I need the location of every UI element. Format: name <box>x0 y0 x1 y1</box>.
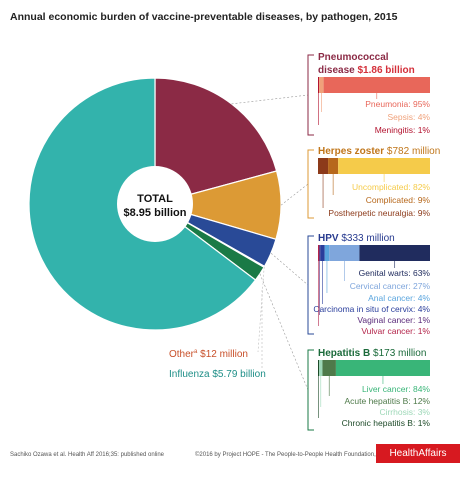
breakdown-item-label: Uncomplicated: 82% <box>352 182 430 192</box>
bar-segment-postherpetic-neuralgia-9 <box>318 158 329 174</box>
breakdown-item-label: Pneumonia: 95% <box>365 99 430 109</box>
bar-segment-chronic-hepatitis-b-1 <box>318 360 320 376</box>
bar-segment-pneumonia-95 <box>323 77 430 93</box>
pie-label-influenza-name: Influenza <box>169 369 212 380</box>
breakdown-pneumococcal-disease: Pneumococcal disease $1.86 billion Pneumon… <box>318 52 430 135</box>
breakdown-item-label: Acute hepatitis B: 12% <box>344 396 430 406</box>
bar-segment-genital-warts-63 <box>359 245 430 261</box>
breakdown-item-label: Carcinoma in situ of cervix: 4% <box>313 304 430 314</box>
pie-label-other: Othera $12 million <box>169 349 248 360</box>
bar-segment-carcinoma-in-situ-of-cervix-4 <box>320 245 325 261</box>
bar-segment-cirrhosis-3 <box>319 360 323 376</box>
bar-segment-vaginal-cancer-1 <box>319 245 321 261</box>
breakdown-item-label: Chronic hepatitis B: 1% <box>342 418 431 428</box>
pie-label-other-amount: $12 million <box>197 349 248 360</box>
pie-label-other-note: a <box>194 349 198 355</box>
breakdown-amount: $333 million <box>341 233 394 244</box>
bar-segment-acute-hepatitis-b-12 <box>322 360 336 376</box>
health-affairs-logo: HealthAffairs <box>376 444 460 463</box>
bar-segment-anal-cancer-4 <box>324 245 330 261</box>
breakdown-item-label: Vaginal cancer: 1% <box>357 315 430 325</box>
leader-line-hpv <box>270 252 309 286</box>
pie-label-influenza-amount: $5.79 billion <box>212 369 265 380</box>
breakdown-hepatitis-b: Hepatitis B $173 million Liver cancer: 84… <box>318 348 430 428</box>
breakdown-item-label: Cirrhosis: 3% <box>379 407 430 417</box>
bar-segment-cervical-cancer-27 <box>329 245 360 261</box>
bracket-pneumococcal-disease <box>307 54 314 136</box>
breakdown-amount: $1.86 billion <box>357 65 414 76</box>
breakdown-title-line2: disease $1.86 billion <box>318 65 415 76</box>
bracket-herpes-zoster <box>307 149 314 219</box>
copyright-text: ©2016 by Project HOPE - The People-to-Pe… <box>195 452 388 458</box>
pie-label-other-name: Other <box>169 349 195 360</box>
bracket-hepatitis-b <box>307 349 314 431</box>
breakdown-herpes-zoster: Herpes zoster $782 million Uncomplicated:… <box>318 146 440 218</box>
breakdown-item-label: Postherpetic neuralgia: 9% <box>328 208 430 218</box>
total-label: TOTAL <box>137 193 173 205</box>
breakdown-item-label: Anal cancer: 4% <box>368 293 430 303</box>
breakdown-hpv: HPV $333 million Genital warts: 63% Cervic… <box>313 233 430 336</box>
breakdown-item-label: Meningitis: 1% <box>375 125 431 135</box>
pie-labels: Othera $12 million Influenza $5.79 billio… <box>169 266 266 380</box>
leader-line-hepatitis-b <box>259 273 309 391</box>
breakdown-title-text: HPV <box>318 233 341 244</box>
breakdown-item-label: Vulvar cancer: 1% <box>361 326 430 336</box>
breakdown-item-label: Cervical cancer: 27% <box>350 281 431 291</box>
bar-segment-liver-cancer-84 <box>335 360 430 376</box>
bar-segment-vulvar-cancer-1 <box>318 245 320 261</box>
bar-segment-meningitis-1 <box>318 77 320 93</box>
breakdown-item-label: Complicated: 9% <box>366 195 431 205</box>
leader-lines <box>231 54 314 431</box>
leader-line-herpes-zoster <box>280 183 309 206</box>
chart-title: Annual economic burden of vaccine-preven… <box>10 11 398 23</box>
bar-segment-sepsis-4 <box>319 77 324 93</box>
breakdown-panels: Pneumococcal disease $1.86 billion Pneumon… <box>313 52 440 428</box>
citation-text: Sachiko Ozawa et al. Health Aff 2016;35:… <box>10 452 164 458</box>
leader-line-pneumococcal-disease <box>231 94 309 105</box>
breakdown-amount: $782 million <box>387 146 440 157</box>
breakdown-title-text: Hepatitis B <box>318 348 373 359</box>
total-value: $8.95 billion <box>124 207 187 219</box>
bracket-hpv <box>307 235 314 335</box>
breakdown-item-label: Genital warts: 63% <box>359 268 431 278</box>
pie-center-hole <box>117 166 193 242</box>
breakdown-title-text: Herpes zoster <box>318 146 387 157</box>
breakdown-amount: $173 million <box>373 348 426 359</box>
breakdown-title: Pneumococcal <box>318 52 389 63</box>
bar-segment-uncomplicated-82 <box>338 158 430 174</box>
breakdown-title: Hepatitis B $173 million <box>318 348 426 359</box>
breakdown-title: Herpes zoster $782 million <box>318 146 440 157</box>
breakdown-item-label: Sepsis: 4% <box>387 112 430 122</box>
bar-segment-complicated-9 <box>328 158 339 174</box>
breakdown-title-text: disease <box>318 65 357 76</box>
pie-label-influenza: Influenza $5.79 billion <box>169 369 266 380</box>
breakdown-item-label: Liver cancer: 84% <box>362 384 430 394</box>
leader-line-other <box>257 266 265 353</box>
breakdown-title: HPV $333 million <box>318 233 395 244</box>
